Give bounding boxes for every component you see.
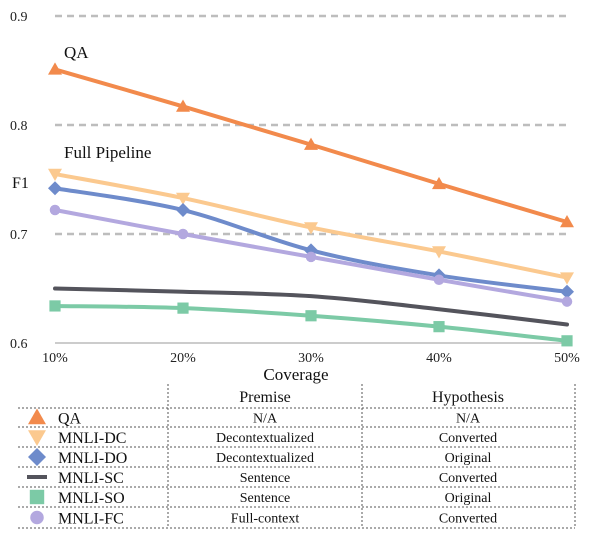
annotation-qa: QA (64, 43, 89, 62)
x-tick-label: 40% (426, 351, 452, 366)
data-point-qa (176, 99, 190, 112)
legend-name: MNLI-FC (58, 511, 124, 528)
data-point-qa (48, 62, 62, 75)
data-point-qa (304, 137, 318, 150)
table-rows: QA N/A N/A MNLI-DC Decontextualized Converted… (27, 408, 497, 528)
data-point-mnli-fc (561, 296, 573, 307)
premise-cell: Sentence (240, 491, 291, 506)
hypothesis-cell: Converted (439, 431, 497, 446)
data-point-mnli-so (49, 300, 61, 312)
series-mnli-fc (49, 204, 573, 307)
y-tick-labels: 0.6 0.7 0.8 0.9 (10, 10, 28, 352)
y-tick-label: 0.7 (10, 228, 28, 243)
premise-cell: Decontextualized (216, 431, 314, 446)
legend-name: MNLI-DC (58, 430, 126, 447)
series-mnli-sc (53, 286, 569, 327)
legend-swatch-mnli-so (29, 489, 45, 505)
premise-cell: N/A (253, 412, 278, 427)
hypothesis-cell: N/A (456, 412, 481, 427)
x-tick-label: 30% (298, 351, 324, 366)
data-point-mnli-dc (176, 192, 190, 206)
premise-cell: Sentence (240, 471, 291, 486)
series-mnli-dc (48, 168, 574, 285)
data-point-mnli-fc (433, 274, 445, 286)
premise-cell: Decontextualized (216, 451, 314, 466)
x-tick-label: 20% (170, 351, 196, 366)
table-lines (18, 384, 576, 529)
y-tick-label: 0.6 (10, 337, 28, 352)
series-line-mnli-do (53, 186, 569, 294)
series-group (48, 62, 574, 347)
legend-row-mnli-dc: MNLI-DC Decontextualized Converted (28, 430, 497, 447)
legend-swatch-mnli-do (28, 448, 46, 466)
legend-row-mnli-sc: MNLI-SC Sentence Converted (27, 470, 497, 487)
series-qa (48, 62, 574, 228)
premise-cell: Full-context (231, 512, 300, 527)
data-point-mnli-so (177, 302, 189, 314)
y-tick-label: 0.9 (10, 10, 28, 25)
y-tick-label: 0.8 (10, 119, 28, 134)
legend-name: MNLI-DO (58, 450, 127, 467)
y-axis-label: F1 (12, 175, 29, 192)
legend-swatch-qa (28, 408, 46, 425)
data-point-mnli-so (433, 321, 445, 333)
legend-swatch-mnli-fc (30, 510, 44, 525)
header-hypothesis: Hypothesis (432, 389, 504, 406)
hypothesis-cell: Original (445, 451, 492, 466)
header-premise: Premise (239, 389, 291, 406)
legend-table: Premise Hypothesis QA N/A N/A MNLI-DC Decont… (18, 384, 576, 529)
annotation-full-pipeline: Full Pipeline (64, 143, 151, 162)
data-point-mnli-dc (48, 168, 62, 182)
x-tick-label: 10% (42, 351, 68, 366)
legend-row-mnli-do: MNLI-DO Decontextualized Original (28, 448, 491, 467)
legend-name: QA (58, 411, 82, 428)
legend-row-mnli-so: MNLI-SO Sentence Original (29, 489, 492, 507)
x-tick-labels: 10% 20% 30% 40% 50% (42, 351, 580, 366)
data-point-qa (432, 176, 446, 190)
data-point-mnli-so (561, 335, 573, 347)
x-axis-label: Coverage (263, 365, 328, 384)
data-point-mnli-so (305, 310, 317, 322)
hypothesis-cell: Converted (439, 512, 497, 527)
series-line-mnli-sc (53, 286, 569, 327)
legend-swatch-mnli-dc (28, 430, 46, 446)
hypothesis-cell: Original (445, 491, 492, 506)
data-point-mnli-do (176, 203, 190, 218)
legend-row-qa: QA N/A N/A (28, 408, 481, 428)
data-point-mnli-fc (177, 228, 189, 240)
hypothesis-cell: Converted (439, 471, 497, 486)
data-point-mnli-do (48, 181, 62, 196)
x-tick-label: 50% (554, 351, 580, 366)
data-point-mnli-fc (49, 204, 61, 216)
legend-name: MNLI-SC (58, 470, 124, 487)
data-point-mnli-dc (560, 272, 574, 285)
data-point-qa (560, 215, 574, 228)
data-point-mnli-dc (304, 222, 318, 235)
legend-name: MNLI-SO (58, 490, 125, 507)
data-point-mnli-fc (305, 251, 317, 263)
legend-row-mnli-fc: MNLI-FC Full-context Converted (30, 511, 497, 528)
series-mnli-so (49, 300, 573, 347)
data-point-mnli-do (560, 284, 574, 299)
data-point-mnli-dc (432, 246, 446, 259)
